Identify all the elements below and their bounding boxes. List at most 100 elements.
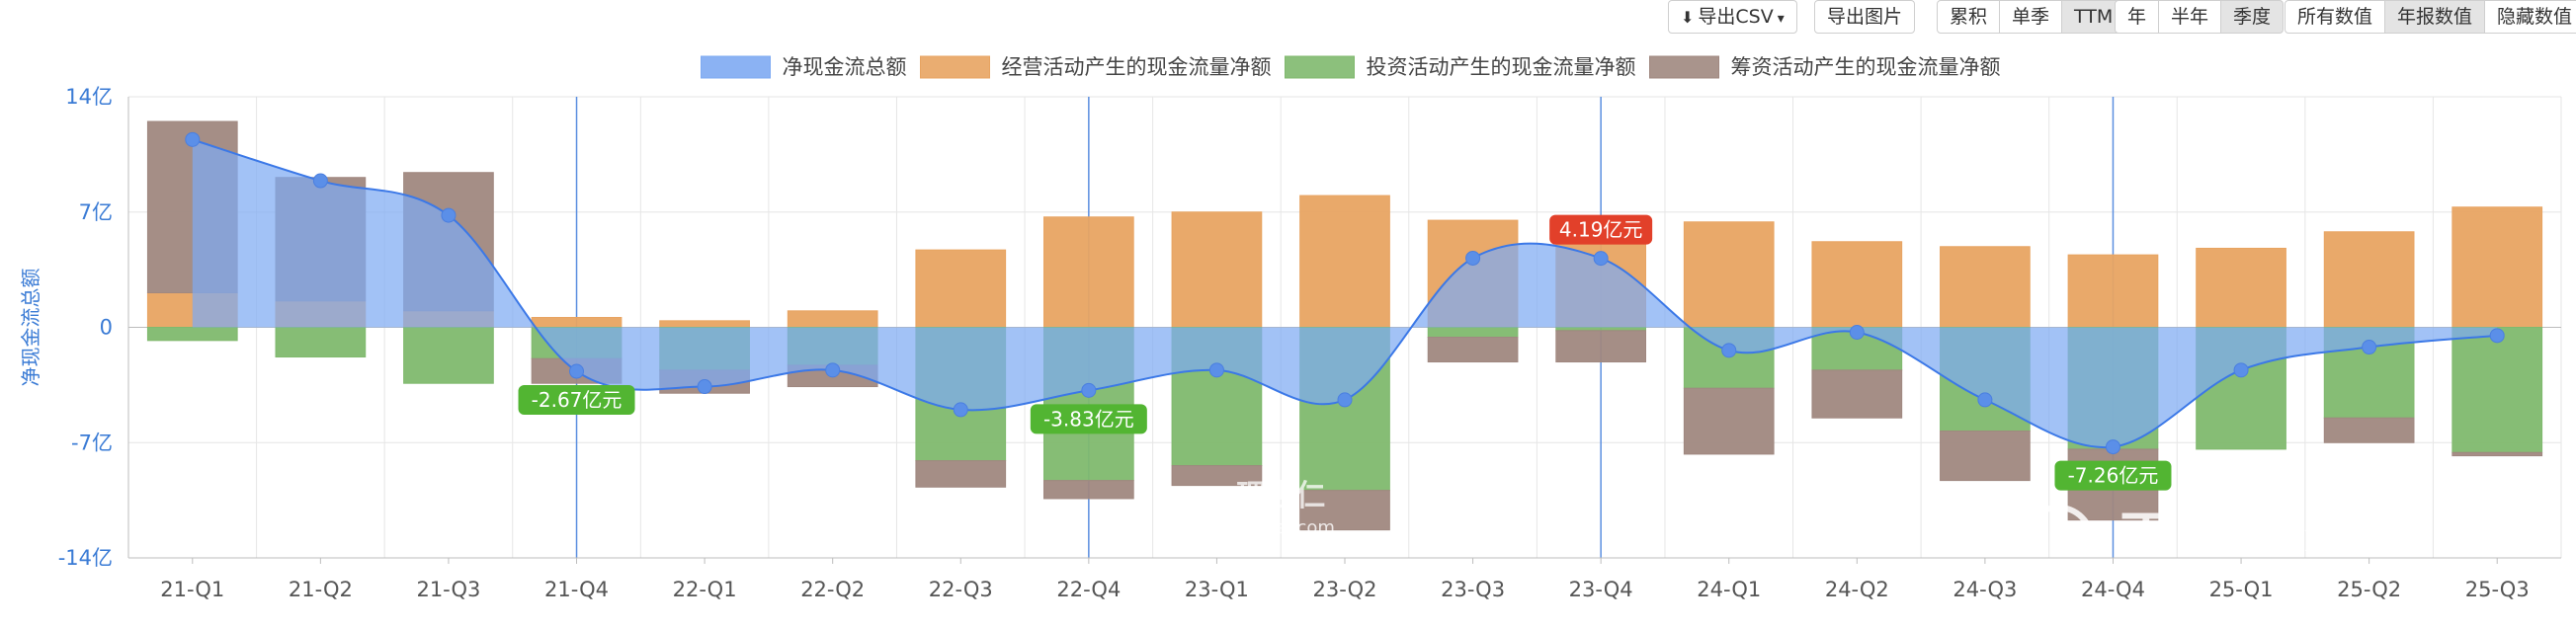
net-cash-flow-point-24-Q2 (1849, 325, 1865, 341)
bar-筹资活动产生的现金流量净额-23-Q3 (1427, 337, 1519, 363)
caret-down-icon: ▾ (1777, 11, 1785, 27)
bar-经营活动产生的现金流量净额-23-Q2 (1299, 195, 1390, 328)
net-cash-flow-point-25-Q1 (2233, 362, 2249, 378)
bar-投资活动产生的现金流量净额-21-Q3 (403, 327, 494, 384)
callout-box (1549, 214, 1653, 245)
x-tick-label: 21-Q1 (160, 578, 224, 601)
bar-经营活动产生的现金流量净额-22-Q3 (915, 249, 1007, 328)
x-tick-label: 21-Q4 (544, 578, 609, 601)
mode-single-quarter-button[interactable]: 单季 (1999, 0, 2063, 34)
value-all-button[interactable]: 所有数值 (2285, 0, 2386, 34)
bar-筹资活动产生的现金流量净额-25-Q3 (2451, 451, 2543, 457)
legend-label: 经营活动产生的现金流量净额 (1002, 55, 1272, 79)
net-cash-flow-point-21-Q2 (312, 173, 328, 189)
net-cash-flow-point-22-Q1 (697, 379, 712, 395)
period-quarter-button[interactable]: 季度 (2220, 0, 2285, 34)
bar-筹资活动产生的现金流量净额-22-Q4 (1042, 480, 1134, 500)
legend-label: 净现金流总额 (783, 55, 907, 79)
x-tick-label: 25-Q1 (2209, 578, 2274, 601)
xueqiu-watermark: 雪球：猫丙 (2115, 508, 2431, 581)
bar-经营活动产生的现金流量净额-22-Q4 (1042, 216, 1134, 328)
net-cash-flow-point-23-Q3 (1465, 250, 1481, 266)
callout-label: -2.67亿元 (532, 388, 623, 412)
bar-经营活动产生的现金流量净额-24-Q1 (1683, 221, 1775, 328)
legend-swatch (920, 55, 990, 79)
y-tick-label: 14亿 (65, 85, 113, 109)
xueqiu-logo-icon (2022, 505, 2095, 578)
x-tick-label: 22-Q2 (800, 578, 865, 601)
lixinger-watermark: 理杏仁 (1236, 479, 1325, 513)
net-cash-flow-point-22-Q4 (1081, 382, 1097, 398)
period-switch: 年 半年 季度 (2115, 0, 2285, 34)
bar-筹资活动产生的现金流量净额-24-Q2 (1811, 369, 1903, 419)
net-cash-flow-point-21-Q1 (185, 131, 201, 147)
x-tick-label: 23-Q4 (1569, 578, 1633, 601)
y-axis: -14亿 -7亿 0 7亿 14亿 (58, 85, 129, 570)
bar-经营活动产生的现金流量净额-21-Q4 (531, 316, 623, 329)
x-tick-label: 24-Q2 (1825, 578, 1889, 601)
bar-经营活动产生的现金流量净额-22-Q2 (787, 310, 878, 329)
bar-筹资活动产生的现金流量净额-24-Q1 (1683, 387, 1775, 455)
bar-投资活动产生的现金流量净额-21-Q1 (146, 327, 238, 342)
net-cash-flow-point-21-Q3 (441, 207, 457, 223)
period-half-year-button[interactable]: 半年 (2158, 0, 2222, 34)
bar-投资活动产生的现金流量净额-23-Q4 (1555, 327, 1647, 332)
export-csv-button[interactable]: ⬇ 导出CSV ▾ (1668, 0, 1797, 34)
bar-经营活动产生的现金流量净额-23-Q1 (1171, 211, 1263, 328)
value-hide-button[interactable]: 隐藏数值 (2484, 0, 2576, 34)
net-cash-flow-point-24-Q1 (1721, 343, 1737, 358)
x-tick-label: 21-Q2 (289, 578, 353, 601)
x-tick-label: 23-Q1 (1185, 578, 1249, 601)
legend-swatch (1649, 55, 1719, 79)
period-year-button[interactable]: 年 (2115, 0, 2160, 34)
callout-label: 4.19亿元 (1559, 218, 1643, 242)
net-cash-flow-point-24-Q3 (1977, 392, 1993, 408)
bar-筹资活动产生的现金流量净额-23-Q2 (1299, 490, 1390, 531)
export-image-button[interactable]: 导出图片 (1814, 0, 1916, 34)
x-tick-label: 21-Q3 (416, 578, 480, 601)
value-annual-button[interactable]: 年报数值 (2384, 0, 2486, 34)
export-csv-group: ⬇ 导出CSV ▾ (1668, 0, 1797, 34)
bar-筹资活动产生的现金流量净额-22-Q3 (915, 460, 1007, 488)
bar-投资活动产生的现金流量净额-25-Q3 (2451, 327, 2543, 453)
y-tick-label: 7亿 (79, 200, 113, 224)
y-tick-label: 0 (100, 316, 113, 340)
x-tick-label: 22-Q1 (673, 578, 737, 601)
x-tick-label: 22-Q3 (929, 578, 993, 601)
bar-投资活动产生的现金流量净额-21-Q2 (275, 327, 367, 358)
value-mode-switch: 所有数值 年报数值 隐藏数值 (2285, 0, 2576, 34)
bar-筹资活动产生的现金流量净额-23-Q4 (1555, 330, 1647, 363)
legend-label: 投资活动产生的现金流量净额 (1367, 55, 1636, 79)
chart-legend: 净现金流总额 经营活动产生的现金流量净额 投资活动产生的现金流量净额 筹资活动产生的现… (701, 55, 2001, 79)
x-tick-label: 25-Q2 (2337, 578, 2401, 601)
y-axis-label: 净现金流总额 (19, 269, 42, 387)
bar-投资活动产生的现金流量净额-23-Q3 (1427, 327, 1519, 339)
x-tick-label: 22-Q4 (1056, 578, 1121, 601)
net-cash-flow-point-25-Q3 (2489, 328, 2505, 344)
download-icon: ⬇ (1681, 8, 1695, 27)
legend-label: 筹资活动产生的现金流量净额 (1731, 55, 2001, 79)
net-cash-flow-point-23-Q2 (1337, 392, 1353, 408)
x-tick-label: 24-Q3 (1953, 578, 2017, 601)
x-tick-label: 23-Q3 (1441, 578, 1505, 601)
legend-swatch (701, 55, 771, 79)
y-tick-label: -7亿 (71, 431, 113, 454)
net-cash-flow-point-23-Q1 (1208, 362, 1224, 378)
net-cash-flow-point-24-Q4 (2105, 439, 2120, 455)
bar-筹资活动产生的现金流量净额-25-Q2 (2323, 417, 2415, 443)
bar-经营活动产生的现金流量净额-24-Q3 (1940, 246, 2031, 328)
bar-经营活动产生的现金流量净额-25-Q1 (2196, 247, 2286, 328)
export-image-group: 导出图片 (1814, 0, 1916, 34)
bar-经营活动产生的现金流量净额-22-Q1 (659, 320, 750, 329)
bar-筹资活动产生的现金流量净额-23-Q1 (1171, 465, 1263, 487)
net-cash-flow-point-22-Q3 (953, 402, 968, 418)
x-tick-label: 25-Q3 (2465, 578, 2530, 601)
callout-box (518, 385, 635, 416)
net-cash-flow-area-fill (192, 139, 2498, 448)
net-cash-flow-point-23-Q4 (1593, 251, 1609, 267)
x-tick-label: 24-Q1 (1697, 578, 1761, 601)
value-callouts: -2.67亿元 -3.83亿元 4.19亿元 -7.26亿元 (518, 214, 2172, 491)
callout-label: -3.83亿元 (1043, 407, 1134, 431)
net-cash-flow-point-25-Q2 (2362, 340, 2377, 355)
bar-经营活动产生的现金流量净额-25-Q3 (2451, 206, 2543, 328)
